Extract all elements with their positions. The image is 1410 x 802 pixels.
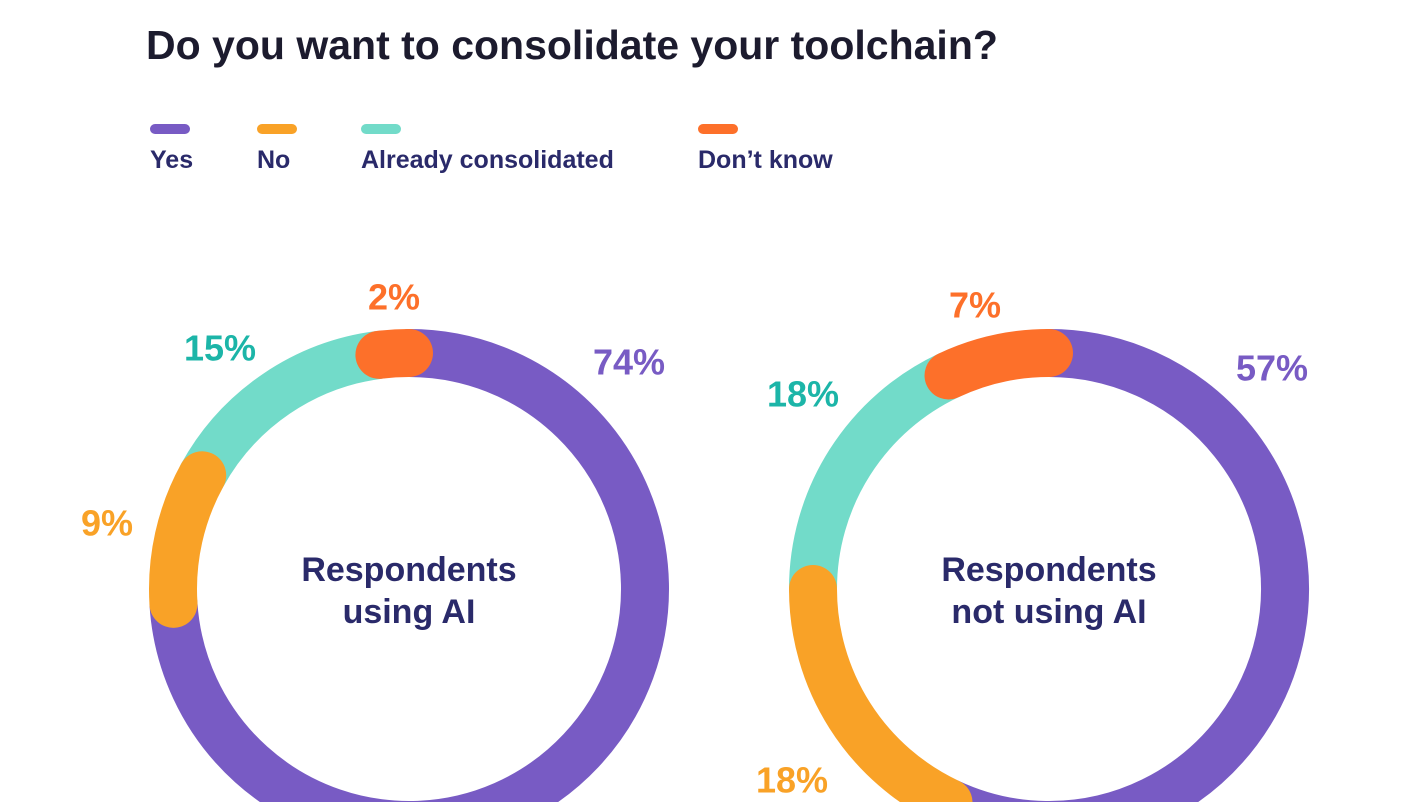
center-label-line: Respondents <box>301 551 516 589</box>
data-label-already-consolidated-using-ai: 15% <box>184 328 256 369</box>
legend-swatch-already-consolidated <box>361 124 401 134</box>
slice-yes-not-using-ai <box>924 329 1309 802</box>
legend-item-dont-know: Don’t know <box>698 124 833 175</box>
legend-label-no: No <box>257 146 291 174</box>
slice-yes-using-ai <box>149 329 669 802</box>
legend: Yes No Already consolidated Don’t know <box>0 124 1410 194</box>
center-label-line: using AI <box>343 593 476 631</box>
data-label-already-consolidated-not-using-ai: 18% <box>767 374 839 415</box>
center-label-line: Respondents <box>941 551 1156 589</box>
data-label-dont-know-not-using-ai: 7% <box>949 285 1001 326</box>
legend-swatch-yes <box>150 124 190 134</box>
slice-already-consolidated-not-using-ai <box>789 351 973 613</box>
legend-item-no: No <box>257 124 297 175</box>
center-label-using-ai: Respondents using AI <box>301 551 516 631</box>
donut-not-using-ai: Respondents not using AI 57% 18% 18% 7% <box>756 285 1309 802</box>
center-label-not-using-ai: Respondents not using AI <box>941 551 1156 631</box>
center-label-line: not using AI <box>951 593 1146 631</box>
data-label-no-not-using-ai: 18% <box>756 760 828 801</box>
data-label-yes-not-using-ai: 57% <box>1236 348 1308 389</box>
data-label-dont-know-using-ai: 2% <box>368 277 420 318</box>
donut-using-ai: Respondents using AI 74% 9% 15% 2% <box>81 277 669 802</box>
slice-no-using-ai <box>149 451 227 628</box>
slice-dont-know-not-using-ai <box>924 329 1073 400</box>
data-label-yes-using-ai: 74% <box>593 342 665 383</box>
legend-label-dont-know: Don’t know <box>698 146 833 174</box>
chart-title: Do you want to consolidate your toolchai… <box>146 22 998 68</box>
slice-already-consolidated-using-ai <box>178 330 404 500</box>
data-label-no-using-ai: 9% <box>81 503 133 544</box>
legend-swatch-dont-know <box>698 124 738 134</box>
legend-swatch-no <box>257 124 297 134</box>
slice-dont-know-using-ai <box>355 329 433 379</box>
legend-label-yes: Yes <box>150 146 194 174</box>
slice-no-not-using-ai <box>789 565 973 802</box>
legend-item-yes: Yes <box>150 124 193 175</box>
legend-label-already-consolidated: Already consolidated <box>361 146 614 174</box>
legend-item-already-consolidated: Already consolidated <box>361 124 614 175</box>
